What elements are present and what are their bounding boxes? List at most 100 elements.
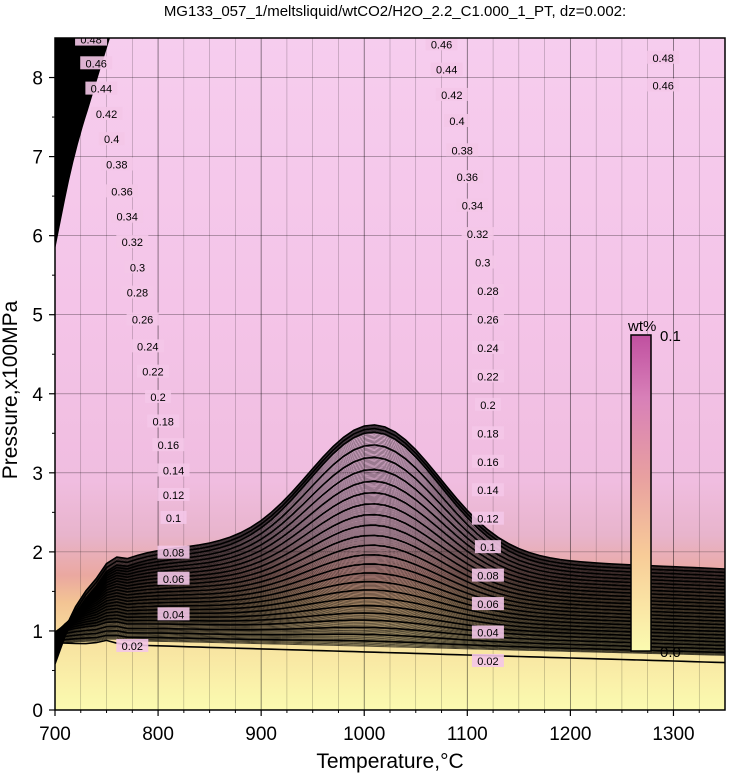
major-contour-line [55,580,725,633]
contour-label: 0.46 [80,56,113,70]
contour-line [55,576,725,633]
contour-line [55,440,725,662]
colorbar-scale [630,334,652,652]
contour-label-text: 0.08 [163,548,184,560]
contour-label: 0.36 [451,170,484,184]
major-contour-line [55,563,725,635]
contour-line [55,540,725,637]
contour-label-box [647,78,680,92]
contour-label-text: 0.44 [436,65,457,77]
contour-line [55,548,725,636]
colorbar-max-label: 0.1 [660,328,681,345]
contour-line [55,558,725,635]
contour-label: 0.18 [147,414,180,428]
y-tick-label: 7 [32,148,43,169]
contour-line [55,570,725,634]
contour-label: 0.22 [471,369,504,383]
contour-line [55,541,725,637]
contour-label-text: 0.32 [467,229,488,241]
contour-label-box [152,438,185,452]
contour-line [55,568,725,634]
y-axis: 0 1 2 3 4 5 6 7 8 [32,69,55,722]
x-tick-label: 1300 [652,724,694,745]
contour-label: 0.4 [98,132,125,146]
contour-label-box [474,397,501,411]
y-tick-label: 5 [32,306,43,327]
colorbar-title: wt% [627,318,656,335]
contour-label-box [451,170,484,184]
y-tick-label: 4 [32,385,43,406]
contour-line [55,475,725,652]
contour-line [55,628,725,648]
contour-label: 0.48 [647,50,680,65]
contour-label-text: 0.16 [477,457,498,469]
contour-label-box [98,132,125,146]
contour-label: 0.06 [471,597,504,611]
y-axis-label: Pressure,x100MPa [0,300,22,479]
contour-label: 0.3 [469,255,496,270]
contour-line [55,617,725,641]
contour-line [55,624,725,645]
contour-labels: 0.02 0.02 0.04 0.04 0.06 0.06 0.08 0.08 0.1 0.1 0.… [75,23,680,668]
contour-label: 0.18 [471,426,504,440]
contour-label: 0.36 [106,184,138,198]
contour-line [55,622,725,644]
contour-label: 0.14 [157,463,190,477]
contour-label: 0.48 [75,38,108,47]
contour-label-box [650,23,676,36]
contour-label-text: 0.44 [91,84,112,96]
contour-line [55,551,725,636]
contour-line [55,569,725,634]
contour-line [55,627,725,648]
contour-label-text: 0.24 [137,341,158,353]
contour-label: 0.22 [136,364,169,379]
contour-label: 0.26 [126,312,159,326]
contour-line [55,465,725,654]
contour-line [55,473,725,652]
y-tick-label: 2 [32,543,43,564]
contour-line [55,633,725,652]
contour-label-box [136,364,169,378]
contour-label-box [121,285,154,299]
chart-title: MG133_057_1/meltsliquid/wtCO2/H2O_2.2_C1… [164,3,626,20]
contour-label-box [425,38,458,51]
contour-label-text: 0.18 [477,428,498,440]
contour-line [55,629,725,649]
contour-label-box [157,487,190,501]
contour-label-text: 0.32 [122,237,143,249]
contour-label-box [157,607,190,621]
contour-label-box [446,143,479,157]
contour-label: 0.06 [157,571,190,586]
contour-label-box [111,209,144,223]
contour-label-text: 0.26 [132,314,153,326]
contour-line [55,578,725,633]
contour-label-text: 0.26 [477,314,498,326]
contour-label-box [471,511,504,525]
contour-label-box [474,540,501,554]
contour-label-text: 0.14 [163,465,184,477]
contour-label: 0.12 [471,511,504,526]
contour-line [55,531,725,639]
contour-line [55,614,725,640]
major-contour-line [55,634,725,654]
major-contour-line [55,444,725,661]
contour-label: 0.24 [131,339,164,353]
contour-line [55,638,725,656]
contour-line [55,622,725,644]
contour-label: 0.44 [430,62,463,77]
x-axis: 700 800 900 1000 1100 1200 1300 [39,710,700,745]
contour-label: 0.04 [157,607,190,621]
unstable-region [55,38,110,250]
contour-label: 0.02 [471,653,504,668]
contour-label: 0.14 [471,483,504,497]
contour-label-box [444,114,470,128]
x-tick-label: 700 [39,724,71,745]
contour-label-box [80,56,113,70]
contour-label-box [131,339,164,353]
contour-label: 0.32 [461,227,494,241]
contour-label-text: 0.04 [163,609,184,621]
contour-label: 0.12 [157,487,190,502]
contour-label: 0.2 [145,389,172,404]
contour-label-box [147,414,180,428]
contour-label-box [471,426,504,440]
